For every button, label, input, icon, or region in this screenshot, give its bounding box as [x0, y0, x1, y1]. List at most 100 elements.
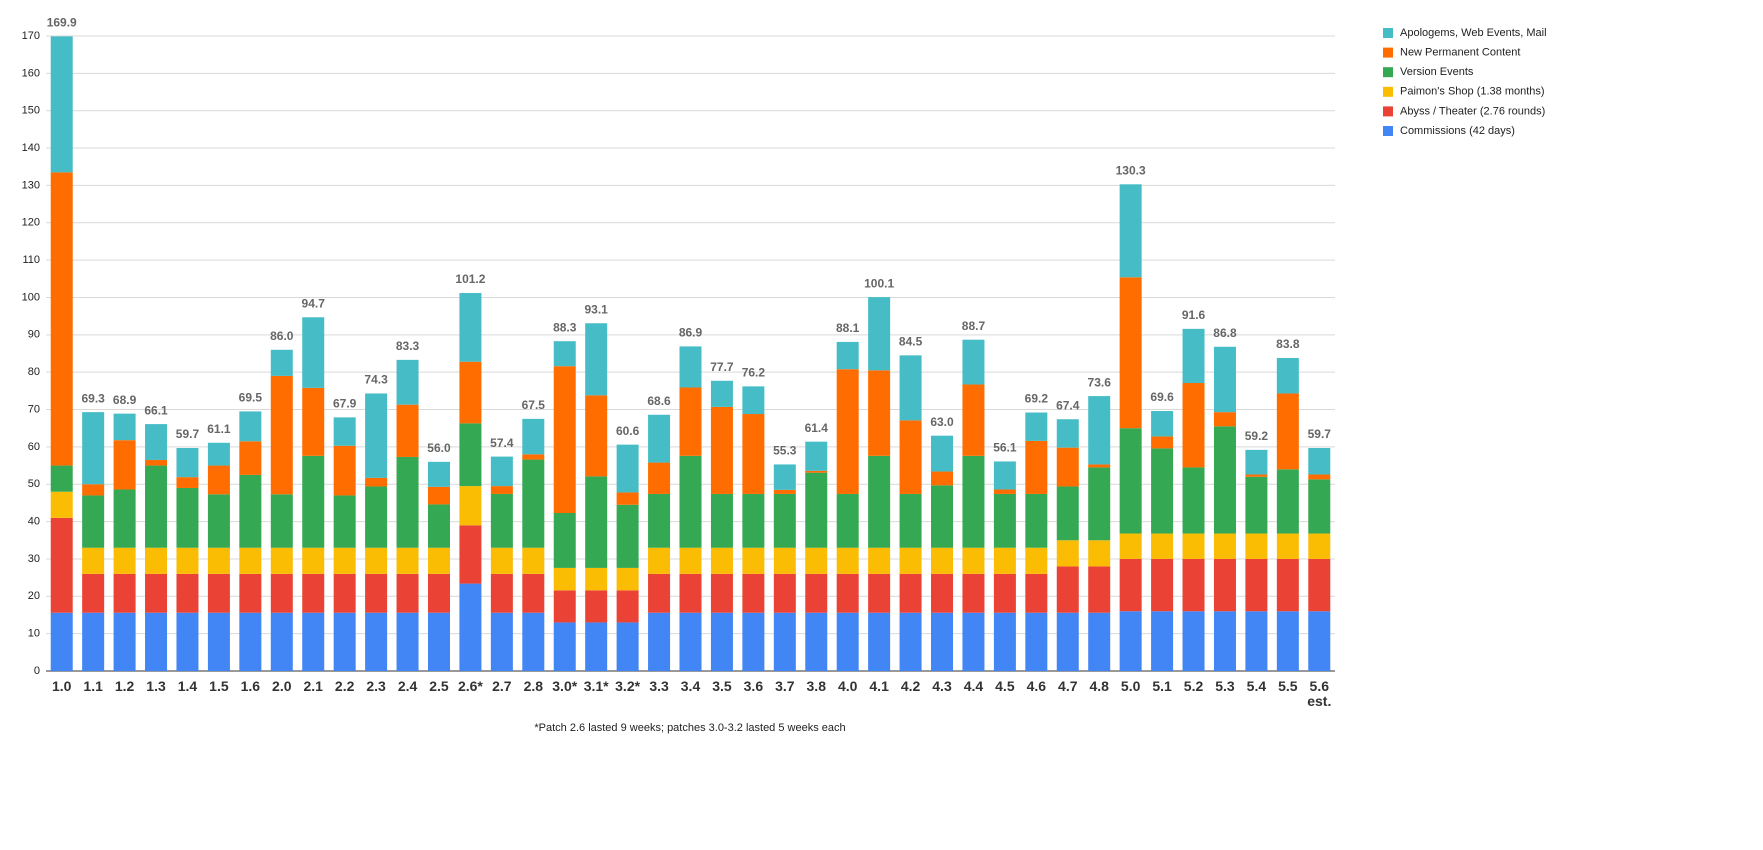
bar-segment — [1245, 611, 1268, 671]
bar-segment — [145, 547, 168, 574]
bar-segment — [1088, 540, 1111, 567]
bar-segment — [207, 612, 230, 671]
bar-segment — [1056, 447, 1079, 487]
bar-segment — [899, 420, 922, 494]
bar-segment — [899, 612, 922, 671]
total-label: 88.3 — [553, 320, 577, 334]
bar-segment — [396, 573, 419, 613]
bar-segment — [50, 36, 73, 173]
bar-segment — [176, 448, 199, 478]
bar-segment — [836, 369, 859, 494]
total-label: 74.3 — [364, 373, 388, 387]
bar-segment — [333, 547, 356, 574]
bar-segment — [1182, 533, 1205, 559]
legend-swatch — [1383, 126, 1393, 136]
bar-segment — [522, 459, 545, 548]
total-label: 101.2 — [455, 272, 485, 286]
bar-segment — [270, 612, 293, 671]
bar-segment — [899, 355, 922, 421]
bar-segment — [553, 341, 576, 367]
bar-segment — [931, 485, 954, 548]
x-tick-label: 1.6 — [240, 678, 261, 694]
bar-segment — [145, 424, 168, 460]
y-tick-label: 170 — [22, 30, 40, 42]
bar-segment — [490, 612, 513, 671]
bar-segment — [1119, 277, 1142, 429]
bar-segment — [1025, 493, 1048, 548]
bar-segment — [773, 464, 796, 490]
total-label: 66.1 — [144, 403, 168, 417]
bar-segment — [522, 547, 545, 574]
y-tick-label: 120 — [22, 217, 40, 229]
bar-segment — [1276, 611, 1299, 671]
bar-segment — [805, 441, 828, 471]
x-tick-label: 5.1 — [1152, 678, 1172, 694]
y-tick-label: 160 — [22, 67, 40, 79]
bar-segment — [962, 547, 985, 574]
bar-segment — [82, 484, 105, 496]
bar-segment — [553, 366, 576, 513]
bar-segment — [1119, 533, 1142, 559]
total-label: 63.0 — [930, 415, 954, 429]
bar-segment — [1213, 412, 1236, 427]
y-tick-label: 100 — [22, 291, 40, 303]
bar-segment — [993, 547, 1016, 574]
bar-segment — [522, 612, 545, 671]
x-tick-label: 3.5 — [712, 678, 732, 694]
total-label: 59.7 — [1308, 427, 1332, 441]
bar-segment — [616, 492, 639, 505]
bar-segment — [270, 349, 293, 376]
bar-segment — [113, 573, 136, 613]
bar-segment — [82, 612, 105, 671]
legend-swatch — [1383, 28, 1393, 38]
total-label: 57.4 — [490, 436, 514, 450]
bar-segment — [1276, 393, 1299, 470]
total-label: 83.8 — [1276, 337, 1300, 351]
bar-segment — [1245, 533, 1268, 559]
legend-swatch — [1383, 86, 1393, 97]
bar-segment — [836, 341, 859, 370]
bar-segment — [1025, 547, 1048, 574]
legend-label: Paimon's Shop (1.38 months) — [1400, 86, 1545, 98]
bar-segment — [113, 547, 136, 574]
bar-segment — [993, 612, 1016, 671]
y-tick-label: 150 — [22, 105, 40, 117]
bar-segment — [1182, 328, 1205, 384]
total-label: 86.8 — [1213, 326, 1237, 340]
total-label: 61.1 — [207, 422, 231, 436]
legend-swatch — [1383, 67, 1393, 78]
bar-segment — [1151, 611, 1174, 671]
bar-segment — [302, 387, 325, 456]
bar-segment — [710, 493, 733, 548]
total-label: 84.5 — [899, 335, 923, 349]
bar-segment — [1025, 440, 1048, 494]
bar-segment — [1308, 474, 1331, 480]
x-tick-label: 1.3 — [146, 678, 166, 694]
bar-segment — [710, 406, 733, 494]
bar-segment — [742, 612, 765, 671]
bar-segment — [836, 547, 859, 574]
bar-segment — [710, 573, 733, 613]
bar-segment — [396, 612, 419, 671]
bar-segment — [207, 573, 230, 613]
bar-segment — [365, 547, 388, 574]
bar-segment — [1056, 612, 1079, 671]
bar-segment — [427, 461, 450, 487]
bar-segment — [427, 612, 450, 671]
legend-swatch — [1383, 47, 1393, 58]
x-tick-label: 2.6* — [457, 678, 483, 694]
y-tick-label: 140 — [22, 142, 40, 154]
x-tick-label: 3.4 — [680, 678, 701, 694]
bar-segment — [1245, 474, 1268, 477]
y-tick-label: 60 — [28, 441, 40, 453]
bar-segment — [1088, 396, 1111, 465]
bar-segment — [553, 512, 576, 568]
bar-segment — [490, 547, 513, 574]
bar-segment — [176, 612, 199, 671]
total-label: 88.7 — [962, 319, 986, 333]
bar-segment — [176, 477, 199, 488]
bar-segment — [585, 622, 608, 671]
bar-segment — [490, 573, 513, 613]
x-tick-label: 2.5 — [429, 678, 449, 694]
